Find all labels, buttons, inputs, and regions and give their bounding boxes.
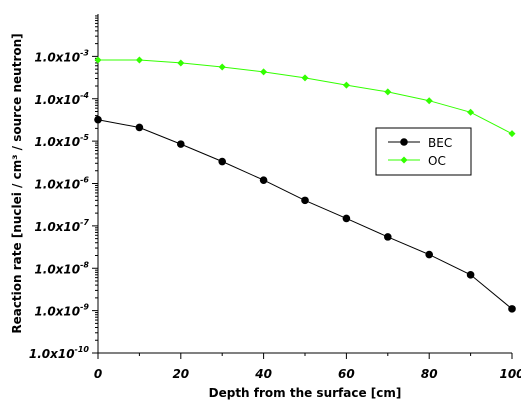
data-point-oc <box>218 63 226 71</box>
legend: BEC OC <box>375 127 472 176</box>
data-point-oc <box>384 88 392 96</box>
legend-label-oc: OC <box>428 154 446 168</box>
y-tick-label: 1.0x10-5 <box>34 133 89 149</box>
x-axis-title: Depth from the surface [cm] <box>209 386 402 400</box>
data-point-bec <box>135 123 144 132</box>
data-point-oc <box>301 74 309 82</box>
y-tick-label: 1.0x10-7 <box>34 218 89 234</box>
series-line-oc <box>98 59 513 135</box>
x-tick-label: 0 <box>94 367 102 381</box>
data-point-bec <box>425 250 434 259</box>
data-point-oc <box>177 59 185 67</box>
data-point-bec <box>177 140 185 148</box>
data-point-bec <box>342 214 351 223</box>
legend-marker <box>400 138 408 146</box>
x-tick-label: 40 <box>254 367 272 381</box>
x-tick-label: 80 <box>421 367 438 381</box>
data-point-oc <box>342 81 350 89</box>
legend-label-bec: BEC <box>428 136 452 150</box>
data-point-oc <box>467 108 475 116</box>
data-point-bec <box>259 176 268 184</box>
y-axis-ticks: 1.0x10-10 1.0x10-9 1.0x10-8 1.0x10-7 1.0x10-… <box>29 15 98 361</box>
x-tick-label: 100 <box>499 367 521 381</box>
x-axis-ticks: 0 20 40 60 80 100 <box>94 353 521 381</box>
legend-box <box>375 127 472 176</box>
y-axis-title: Reaction rate [nuclei / cm³ / source neu… <box>10 33 24 333</box>
data-point-oc <box>260 68 268 76</box>
data-point-bec <box>301 196 309 205</box>
x-tick-label: 60 <box>338 367 355 381</box>
plot-frame <box>97 14 512 354</box>
y-tick-label: 1.0x10-8 <box>34 260 89 276</box>
legend-marker <box>400 156 408 164</box>
data-point-bec <box>384 233 392 241</box>
y-tick-label: 1.0x10-10 <box>29 345 90 361</box>
y-tick-label: 1.0x10-3 <box>34 48 89 64</box>
data-point-bec <box>466 271 475 279</box>
data-point-bec <box>94 115 102 124</box>
data-point-oc <box>94 56 102 64</box>
y-tick-label: 1.0x10-9 <box>34 303 89 319</box>
data-point-oc <box>508 130 516 138</box>
data-point-oc <box>135 56 143 64</box>
series-layer <box>94 56 516 313</box>
y-tick-label: 1.0x10-6 <box>34 176 89 192</box>
data-point-bec <box>508 305 516 313</box>
data-point-bec <box>218 157 226 166</box>
data-point-oc <box>425 97 433 105</box>
y-tick-label: 1.0x10-4 <box>34 91 89 107</box>
x-tick-label: 20 <box>172 367 189 381</box>
